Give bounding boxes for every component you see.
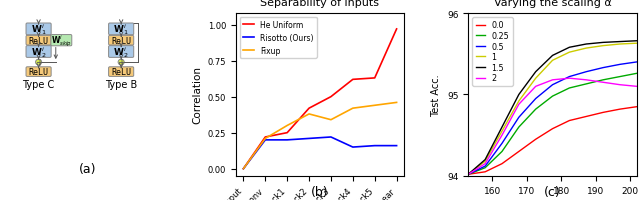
Text: $\mathbf{W}_2^i$: $\mathbf{W}_2^i$	[113, 45, 129, 60]
Fixup	[305, 113, 313, 116]
Text: $\mathbf{W}_{skip}^i$: $\mathbf{W}_{skip}^i$	[51, 33, 72, 49]
Risotto (Ours)	[371, 145, 378, 147]
He Uniform	[262, 136, 269, 138]
FancyBboxPatch shape	[109, 36, 134, 46]
Text: (a): (a)	[79, 162, 96, 175]
Legend: He Uniform, Risotto (Ours), Fixup: He Uniform, Risotto (Ours), Fixup	[239, 18, 317, 58]
Text: (b): (b)	[311, 185, 329, 198]
FancyBboxPatch shape	[26, 36, 51, 46]
Risotto (Ours)	[327, 136, 335, 138]
He Uniform	[305, 107, 313, 110]
Text: $\mathbf{W}_1^i$: $\mathbf{W}_1^i$	[31, 22, 46, 37]
He Uniform	[327, 96, 335, 98]
He Uniform	[239, 168, 247, 170]
He Uniform	[284, 132, 291, 134]
He Uniform	[371, 77, 378, 80]
Risotto (Ours)	[239, 168, 247, 170]
Text: ReLU: ReLU	[111, 68, 131, 77]
Circle shape	[118, 60, 124, 66]
FancyBboxPatch shape	[26, 24, 51, 36]
FancyBboxPatch shape	[51, 35, 72, 47]
FancyBboxPatch shape	[26, 67, 51, 77]
FancyBboxPatch shape	[26, 46, 51, 58]
Title: Separability of inputs: Separability of inputs	[260, 0, 380, 8]
He Uniform	[349, 79, 356, 81]
Fixup	[327, 119, 335, 121]
Fixup	[371, 105, 378, 107]
Legend: 0.0, 0.25, 0.5, 1, 1.5, 2: 0.0, 0.25, 0.5, 1, 1.5, 2	[472, 18, 513, 86]
Title: Varying the scaling α: Varying the scaling α	[493, 0, 611, 8]
FancyBboxPatch shape	[109, 46, 134, 58]
Risotto (Ours)	[349, 146, 356, 149]
Line: Fixup: Fixup	[243, 103, 397, 169]
Y-axis label: Test Acc.: Test Acc.	[431, 74, 442, 116]
Text: Type B: Type B	[105, 80, 138, 90]
Text: +: +	[35, 58, 43, 68]
Fixup	[349, 107, 356, 110]
Text: +: +	[117, 58, 125, 68]
Risotto (Ours)	[284, 139, 291, 141]
Y-axis label: Correlation: Correlation	[192, 66, 202, 124]
Circle shape	[36, 60, 42, 66]
Text: ReLU: ReLU	[29, 68, 49, 77]
Risotto (Ours)	[393, 145, 401, 147]
Fixup	[239, 168, 247, 170]
FancyBboxPatch shape	[109, 67, 134, 77]
Text: Type C: Type C	[22, 80, 54, 90]
He Uniform	[393, 29, 401, 31]
Risotto (Ours)	[305, 138, 313, 140]
Line: He Uniform: He Uniform	[243, 30, 397, 169]
Fixup	[262, 138, 269, 140]
Line: Risotto (Ours): Risotto (Ours)	[243, 137, 397, 169]
Text: ReLU: ReLU	[29, 36, 49, 45]
Text: ReLU: ReLU	[111, 36, 131, 45]
Text: $\mathbf{W}_2^i$: $\mathbf{W}_2^i$	[31, 45, 46, 60]
FancyBboxPatch shape	[109, 24, 134, 36]
Text: $\mathbf{W}_1^i$: $\mathbf{W}_1^i$	[113, 22, 129, 37]
Text: (c): (c)	[544, 185, 561, 198]
Fixup	[284, 125, 291, 127]
Fixup	[393, 102, 401, 104]
Risotto (Ours)	[262, 139, 269, 141]
